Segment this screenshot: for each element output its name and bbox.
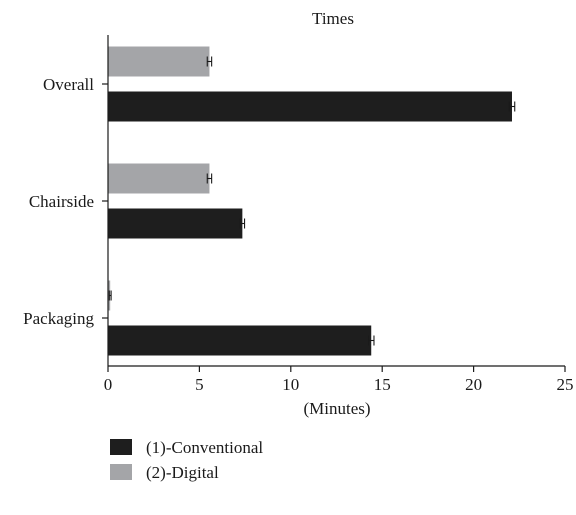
x-tick-label-25: 25 [557,375,574,394]
legend-label-2-digital: (2)-Digital [146,463,219,482]
legend: (1)-Conventional (2)-Digital [110,438,263,482]
error-bar-overall-1-conventional [508,101,516,112]
y-tick-label-overall: Overall [43,75,94,94]
error-bar-packaging-1-conventional [367,335,375,346]
bar-overall-2-digital [108,46,210,77]
x-tick-label-20: 20 [465,375,482,394]
error-bars-layer [108,56,516,346]
x-ticks-layer: 0 5 10 15 20 25 [104,366,574,394]
legend-swatch-2-digital [110,464,132,480]
error-bar-chairside-2-digital [206,173,213,184]
bar-overall-1-conventional [108,91,512,122]
bar-chairside-1-conventional [108,208,243,239]
chart-title: Times [312,9,354,28]
error-bar-packaging-2-digital [108,290,112,301]
error-bar-overall-2-digital [206,56,213,67]
x-tick-label-0: 0 [104,375,113,394]
legend-swatch-1-conventional [110,439,132,455]
bar-chairside-2-digital [108,163,210,194]
x-tick-label-15: 15 [374,375,391,394]
y-ticks-layer: Overall Chairside Packaging [23,75,108,328]
bar-packaging-1-conventional [108,325,372,356]
y-tick-label-packaging: Packaging [23,309,94,328]
error-bar-chairside-1-conventional [239,218,246,229]
x-tick-label-10: 10 [282,375,299,394]
x-tick-label-5: 5 [195,375,204,394]
x-axis-label: (Minutes) [303,399,370,418]
y-tick-label-chairside: Chairside [29,192,94,211]
bars-layer [108,46,512,356]
legend-label-1-conventional: (1)-Conventional [146,438,263,457]
